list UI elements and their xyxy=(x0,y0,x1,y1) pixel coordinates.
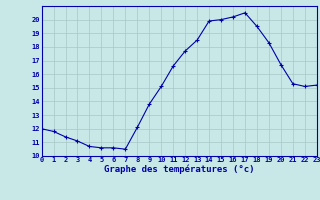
X-axis label: Graphe des températures (°c): Graphe des températures (°c) xyxy=(104,165,254,174)
